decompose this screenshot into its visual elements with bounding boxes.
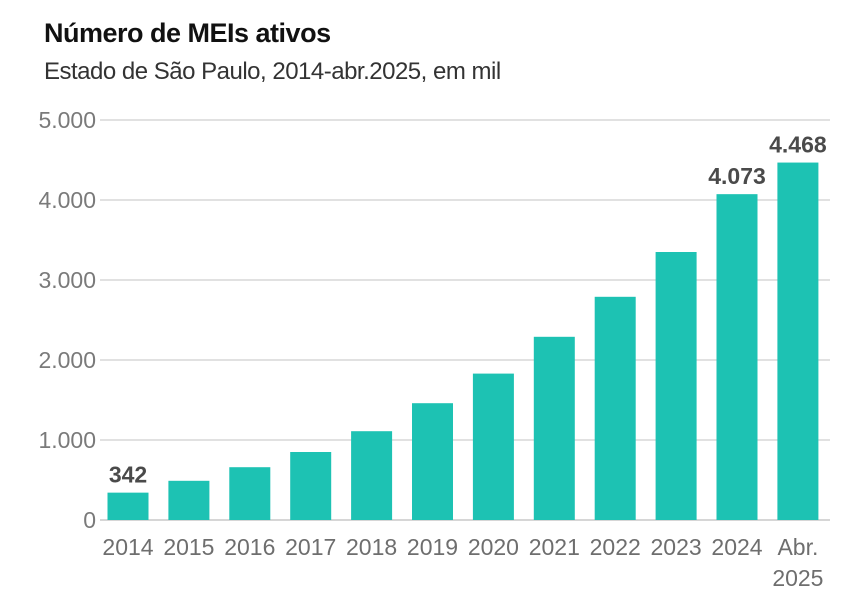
- y-tick-label: 1.000: [38, 427, 96, 453]
- bar: [168, 480, 210, 520]
- y-tick-label: 0: [83, 507, 96, 533]
- bar: [655, 252, 697, 520]
- x-tick-label: 2021: [529, 534, 580, 560]
- y-tick-label: 5.000: [38, 107, 96, 133]
- x-tick-label: 2015: [163, 534, 214, 560]
- x-tick-label: 2017: [285, 534, 336, 560]
- bar: [351, 431, 393, 520]
- y-tick-label: 4.000: [38, 187, 96, 213]
- x-tick-label: 2018: [346, 534, 397, 560]
- chart-title: Número de MEIs ativos: [44, 18, 331, 48]
- x-tick-label: 2014: [102, 534, 153, 560]
- x-tick-label: 2020: [468, 534, 519, 560]
- bar: [533, 336, 575, 520]
- data-label: 342: [109, 462, 147, 488]
- x-tick-label: 2023: [651, 534, 702, 560]
- x-tick-label: 2016: [224, 534, 275, 560]
- x-tick-label: 2024: [711, 534, 762, 560]
- bar: [777, 162, 819, 520]
- x-tick-label: 2025: [772, 565, 823, 591]
- y-tick-label: 3.000: [38, 267, 96, 293]
- y-tick-label: 2.000: [38, 347, 96, 373]
- bar: [412, 403, 453, 520]
- bar: [229, 467, 271, 520]
- bar: [716, 194, 758, 520]
- data-label: 4.073: [708, 163, 766, 189]
- bar: [594, 296, 636, 520]
- chart-subtitle: Estado de São Paulo, 2014-abr.2025, em m…: [44, 58, 501, 85]
- x-tick-label: 2019: [407, 534, 458, 560]
- data-label: 4.468: [769, 132, 827, 158]
- bar: [107, 492, 149, 520]
- x-tick-label: 2022: [590, 534, 641, 560]
- x-tick-label: Abr.: [777, 534, 818, 560]
- bar: [472, 373, 514, 520]
- bar: [290, 452, 332, 520]
